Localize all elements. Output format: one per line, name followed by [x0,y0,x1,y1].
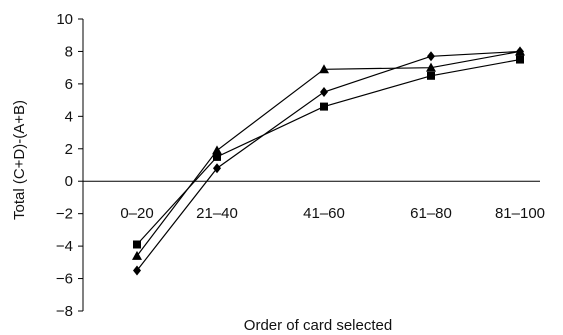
x-tick-label: 21–40 [196,205,238,222]
series-line-diamond [136,50,521,271]
y-tick-label: −2 [56,206,73,223]
y-tick-label: −4 [56,238,73,255]
series-line-triangle [136,50,521,257]
x-tick-label: 41–60 [303,205,345,222]
data-point-triangle [212,145,222,155]
x-tick-label: 81–100 [495,205,545,222]
x-axis-title: Order of card selected [244,317,392,334]
data-point-triangle [319,64,329,74]
data-point-triangle [426,62,436,72]
y-tick-label: 0 [65,173,73,190]
data-point-square [133,240,141,249]
data-point-square [516,55,524,64]
data-point-triangle [132,250,142,260]
y-tick-label: 4 [65,108,73,125]
y-axis-title: Total (C+D)-(A+B) [11,100,28,220]
x-ticks: 0–20 21–40 41–60 61–80 81–100 [120,205,545,222]
data-point-diamond [320,87,328,97]
y-tick-label: 2 [65,141,73,158]
data-point-diamond [427,51,435,62]
data-point-diamond [516,46,524,57]
data-point-square [320,102,328,111]
series-triangle [132,46,525,260]
y-tick-label: −8 [56,303,73,320]
data-point-square [427,71,435,80]
x-tick-label: 0–20 [120,205,153,222]
y-ticks: −8 −6 −4 −2 0 2 4 6 8 10 [56,11,83,320]
y-tick-label: 6 [65,76,73,93]
series-group [132,46,525,276]
y-tick-label: 10 [56,11,73,28]
x-tick-label: 61–80 [410,205,452,222]
data-point-diamond [133,265,141,276]
series-diamond [133,46,524,276]
data-point-square [213,152,221,161]
y-tick-label: 8 [65,43,73,60]
y-tick-label: −6 [56,271,73,288]
data-point-diamond [213,163,221,174]
